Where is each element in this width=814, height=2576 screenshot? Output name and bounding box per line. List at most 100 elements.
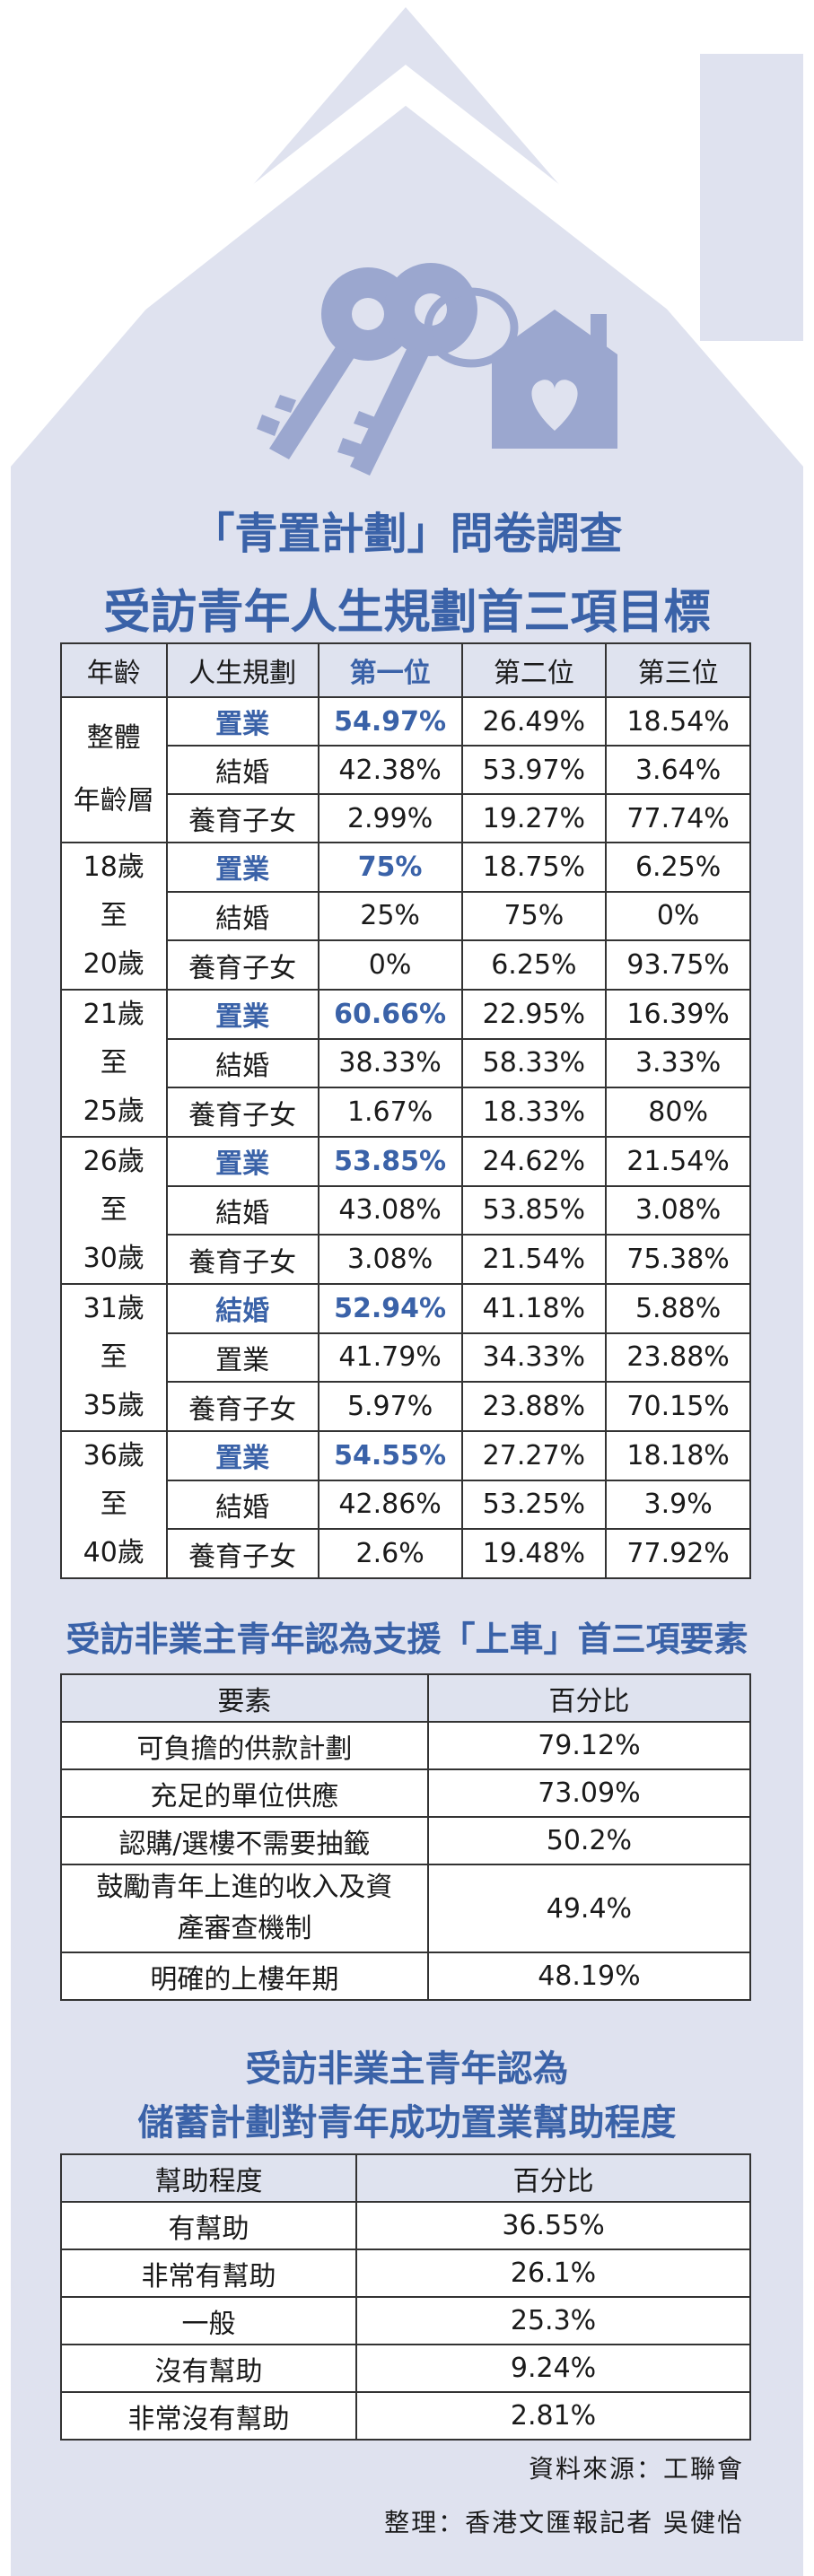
table-row: 一般 25.3%	[59, 2296, 751, 2345]
percent-cell: 2.81%	[355, 2391, 751, 2441]
first-rank-cell: 42.38%	[317, 745, 463, 795]
header-goal: 人生規劃	[165, 642, 319, 698]
second-rank-cell: 19.48%	[460, 1528, 608, 1579]
first-rank-cell: 52.94%	[317, 1283, 463, 1334]
percent-cell: 25.3%	[355, 2296, 751, 2345]
third-rank-cell: 70.15%	[605, 1381, 751, 1432]
help-level-cell: 沒有幫助	[59, 2344, 358, 2393]
roof-stripe	[0, 65, 814, 408]
age-group-line: 20歲	[83, 948, 144, 980]
factor-line: 產審查機制	[177, 1913, 312, 1944]
second-rank-cell: 53.25%	[460, 1479, 608, 1531]
header-first: 第一位	[317, 642, 463, 698]
third-rank-cell: 6.25%	[605, 842, 751, 893]
table-header-row: 年齡 人生規劃 第一位 第二位 第三位	[60, 642, 751, 698]
goal-cell: 養育子女	[165, 1528, 319, 1579]
first-rank-cell: 54.97%	[317, 696, 463, 747]
table-row: 養育子女 5.97% 23.88% 70.15%	[61, 1381, 751, 1432]
age-group-line: 整體	[86, 722, 141, 754]
third-rank-cell: 5.88%	[605, 1283, 751, 1334]
second-rank-cell: 58.33%	[460, 1037, 608, 1089]
third-rank-cell: 21.54%	[605, 1136, 751, 1187]
age-group-line: 30歲	[83, 1243, 144, 1274]
goal-cell: 結婚	[165, 1184, 319, 1236]
table-row: 可負擔的供款計劃 79.12%	[60, 1721, 752, 1770]
third-rank-cell: 23.88%	[605, 1332, 751, 1384]
help-level-cell: 一般	[59, 2296, 358, 2345]
main-title-line2: 受訪青年人生規劃首三項目標	[103, 586, 711, 640]
age-group-cell: 36歲至 40歲	[60, 1430, 168, 1579]
table-row: 有幫助 36.55%	[59, 2201, 751, 2250]
age-group-line: 40歲	[83, 1537, 144, 1568]
second-rank-cell: 34.33%	[460, 1332, 608, 1384]
age-group-cell: 31歲至 35歲	[60, 1283, 168, 1432]
table-row: 結婚 25% 75% 0%	[61, 890, 751, 942]
first-rank-cell: 5.97%	[317, 1381, 463, 1432]
table-row: 沒有幫助 9.24%	[59, 2344, 751, 2393]
second-rank-cell: 53.97%	[460, 745, 608, 795]
table-row: 養育子女 0% 6.25% 93.75%	[61, 939, 751, 991]
goal-cell: 置業	[165, 1332, 319, 1384]
goal-cell: 置業	[165, 696, 319, 747]
factor-line: 鼓勵青年上進的收入及資	[96, 1872, 393, 1903]
table-row: 結婚 42.86% 53.25% 3.9%	[61, 1479, 751, 1531]
age-group-line: 至	[100, 900, 127, 931]
first-rank-cell: 54.55%	[317, 1430, 463, 1481]
factor-cell: 認購/選樓不需要抽籤	[60, 1816, 429, 1865]
second-rank-cell: 6.25%	[460, 939, 608, 991]
second-rank-cell: 23.88%	[460, 1381, 608, 1432]
header-factor: 要素	[60, 1673, 429, 1723]
header-third: 第三位	[605, 642, 751, 698]
savings-title-line1: 受訪非業主青年認為	[245, 2048, 569, 2090]
first-rank-cell: 42.86%	[317, 1479, 463, 1531]
percent-cell: 9.24%	[355, 2344, 751, 2393]
first-rank-cell: 38.33%	[317, 1037, 463, 1089]
first-rank-cell: 0%	[317, 939, 463, 991]
main-title-line1: 「青置計劃」問卷調查	[191, 509, 623, 559]
goal-cell: 結婚	[165, 1037, 319, 1089]
age-group-line: 18歲	[83, 851, 144, 883]
second-rank-cell: 18.75%	[460, 842, 608, 893]
age-group-line: 35歲	[83, 1390, 144, 1421]
second-rank-cell: 26.49%	[460, 696, 608, 747]
table-row: 置業 41.79% 34.33% 23.88%	[61, 1332, 751, 1384]
second-rank-cell: 27.27%	[460, 1430, 608, 1481]
table-row: 18歲至 20歲 置業 75% 18.75% 6.25%	[60, 842, 751, 991]
goal-cell: 置業	[165, 1430, 319, 1481]
goal-cell: 結婚	[165, 1283, 319, 1334]
table-row: 養育子女 3.08% 21.54% 75.38%	[61, 1234, 751, 1285]
goal-cell: 養育子女	[165, 1234, 319, 1285]
second-rank-cell: 41.18%	[460, 1283, 608, 1334]
first-rank-cell: 43.08%	[317, 1184, 463, 1236]
age-group-line: 31歲	[83, 1293, 144, 1324]
goal-cell: 養育子女	[165, 1381, 319, 1432]
first-rank-cell: 75%	[317, 842, 463, 893]
factors-title: 受訪非業主青年認為支援「上車」首三項要素	[66, 1620, 748, 1659]
table-row: 認購/選樓不需要抽籤 50.2%	[60, 1816, 752, 1865]
header-help-level: 幫助程度	[59, 2153, 358, 2203]
second-rank-cell: 21.54%	[460, 1234, 608, 1285]
header-percent: 百分比	[355, 2153, 751, 2203]
age-group-line: 25歲	[83, 1096, 144, 1127]
third-rank-cell: 0%	[605, 890, 751, 942]
percent-cell: 48.19%	[426, 1952, 752, 2001]
table-row: 鼓勵青年上進的收入及資 產審查機制 49.4%	[60, 1864, 752, 1953]
percent-cell: 79.12%	[426, 1721, 752, 1770]
first-rank-cell: 60.66%	[317, 989, 463, 1040]
third-rank-cell: 77.92%	[605, 1528, 751, 1579]
table-row: 結婚 42.38% 53.97% 3.64%	[61, 745, 751, 795]
age-group-line: 至	[100, 1341, 127, 1373]
goal-cell: 結婚	[165, 890, 319, 942]
savings-table: 幫助程度 百分比 有幫助 36.55% 非常有幫助 26.1% 一般 25.3% 沒有幫助 9…	[59, 2153, 751, 2441]
goal-cell: 養育子女	[165, 939, 319, 991]
second-rank-cell: 19.27%	[460, 793, 608, 843]
table-row: 結婚 43.08% 53.85% 3.08%	[61, 1184, 751, 1236]
table-row: 結婚 38.33% 58.33% 3.33%	[61, 1037, 751, 1089]
second-rank-cell: 53.85%	[460, 1184, 608, 1236]
factor-cell: 可負擔的供款計劃	[60, 1721, 429, 1770]
chimney	[700, 54, 803, 341]
first-rank-cell: 1.67%	[317, 1087, 463, 1138]
goal-cell: 養育子女	[165, 793, 319, 843]
goal-cell: 置業	[165, 1136, 319, 1187]
percent-cell: 73.09%	[426, 1768, 752, 1818]
